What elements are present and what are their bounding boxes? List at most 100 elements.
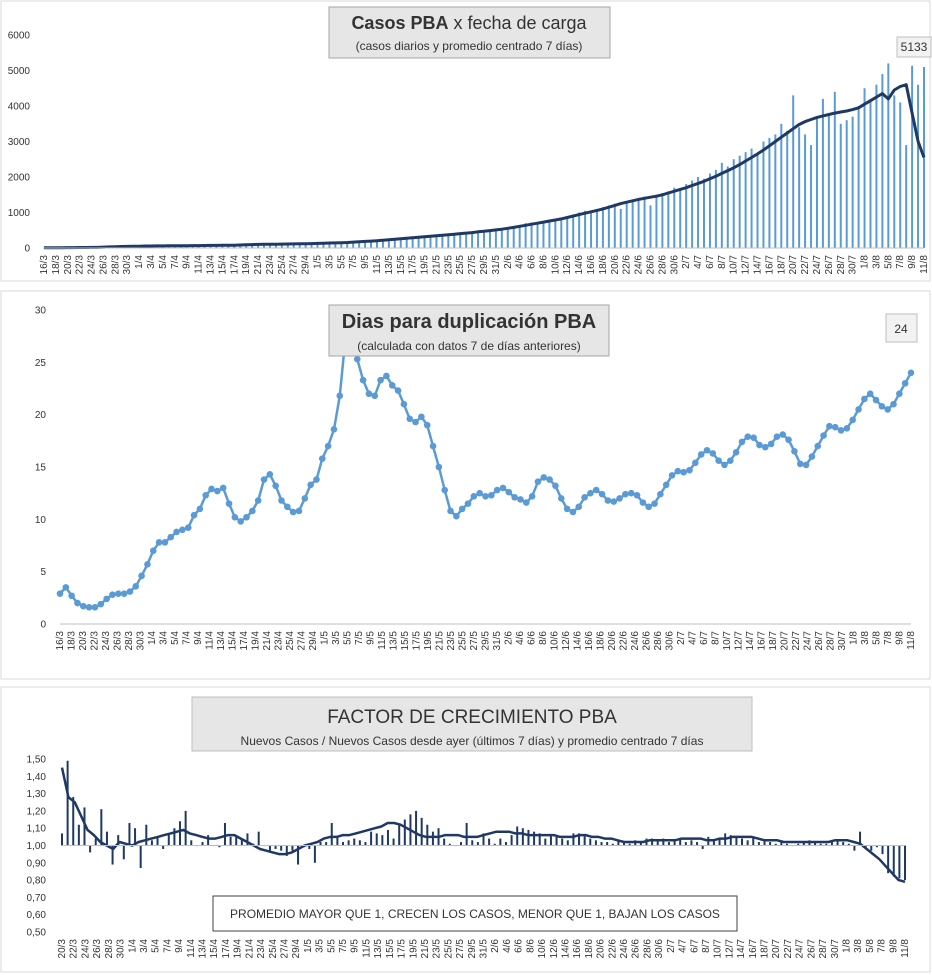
chart2-xtick-label: 1/8 bbox=[849, 631, 860, 645]
chart3-bar bbox=[763, 840, 766, 846]
chart1-xtick-label: 26/6 bbox=[645, 255, 656, 275]
chart2-point bbox=[470, 493, 478, 500]
chart2-xtick-label: 16/7 bbox=[757, 631, 768, 651]
chart3-bar bbox=[94, 838, 97, 846]
chart2-point bbox=[74, 599, 81, 607]
chart3-ytick-label: 0,80 bbox=[27, 876, 47, 887]
chart3-bar bbox=[223, 823, 226, 846]
chart2-point bbox=[56, 590, 64, 597]
chart1-bar bbox=[649, 205, 652, 248]
chart3-xtick-label: 1/8 bbox=[841, 939, 852, 953]
chart1-xtick-label: 29/4 bbox=[301, 255, 312, 275]
chart2-point bbox=[546, 476, 553, 483]
chart3-bar bbox=[201, 842, 204, 846]
chart3-bar bbox=[842, 842, 845, 846]
chart2-xtick-label: 23/4 bbox=[274, 631, 285, 651]
chart1-xtick-label: 15/4 bbox=[217, 255, 228, 275]
chart3-bar bbox=[167, 833, 170, 846]
chart1-ytick-label: 5000 bbox=[8, 66, 31, 77]
chart2-point bbox=[581, 494, 588, 501]
chart1-bar bbox=[477, 231, 480, 248]
chart1-xtick-label: 25/4 bbox=[277, 255, 288, 275]
chart2-point bbox=[406, 415, 414, 423]
chart1-bar bbox=[911, 65, 914, 248]
chart1-bar bbox=[619, 208, 622, 248]
chart3-bar bbox=[797, 843, 800, 846]
chart2-point bbox=[604, 497, 612, 504]
chart2-point bbox=[266, 471, 274, 478]
chart2-point bbox=[418, 413, 425, 421]
chart2-point bbox=[907, 369, 915, 377]
chart3-xtick-label: 20/3 bbox=[57, 939, 68, 959]
chart1-bar bbox=[494, 229, 497, 248]
chart2-xtick-label: 9/5 bbox=[366, 631, 377, 645]
chart3-xtick-label: 11/8 bbox=[900, 939, 911, 958]
chart1-bar bbox=[488, 230, 491, 248]
chart1-bar bbox=[720, 162, 723, 248]
chart3-xtick-label: 28/3 bbox=[104, 939, 115, 959]
chart2-point bbox=[464, 500, 472, 507]
chart1-xtick-label: 30/6 bbox=[669, 255, 680, 275]
chart1-bar bbox=[304, 243, 307, 248]
chart1-bar bbox=[286, 243, 289, 248]
chart3-xtick-label: 15/4 bbox=[209, 939, 220, 959]
chart1-bar bbox=[465, 234, 468, 248]
chart1-bar bbox=[613, 203, 616, 248]
chart1-xtick-label: 18/7 bbox=[776, 255, 787, 275]
chart2-xtick-label: 13/4 bbox=[216, 631, 227, 651]
chart3-bar bbox=[690, 840, 693, 846]
chart1-xtick-label: 5/8 bbox=[883, 255, 894, 269]
chart1-bar bbox=[263, 245, 265, 248]
chart1-bar bbox=[411, 237, 414, 248]
chart1-bar bbox=[786, 130, 789, 248]
chart2-point bbox=[843, 424, 851, 432]
chart1-bar bbox=[500, 228, 503, 248]
chart1-bar bbox=[364, 241, 367, 248]
chart3-bar bbox=[240, 838, 243, 846]
chart1-bar bbox=[726, 166, 729, 248]
chart1-bar bbox=[441, 236, 444, 248]
chart2-point bbox=[598, 490, 606, 498]
chart2-point bbox=[476, 489, 483, 497]
chart1-xtick-label: 9/5 bbox=[360, 255, 371, 269]
chart1-bar bbox=[370, 241, 373, 248]
chart3-bar bbox=[392, 838, 395, 846]
chart3-bar bbox=[639, 842, 642, 846]
chart3-bar bbox=[825, 843, 828, 846]
chart1-bar bbox=[429, 235, 432, 248]
chart2-title: Dias para duplicación PBA bbox=[342, 311, 597, 333]
chart1-bar bbox=[821, 98, 824, 249]
chart3-xtick-label: 4/7 bbox=[678, 939, 689, 953]
chart2-point bbox=[505, 488, 513, 496]
chart2-point bbox=[610, 498, 618, 505]
chart1-xtick-label: 11/4 bbox=[194, 255, 205, 274]
chart2-point bbox=[184, 524, 192, 532]
chart3-ytick-label: 0,70 bbox=[27, 893, 47, 904]
chart2-ytick-label: 5 bbox=[40, 567, 46, 578]
chart3-bar bbox=[617, 840, 620, 846]
chart3-bar bbox=[729, 835, 732, 846]
chart3-bar bbox=[83, 807, 86, 846]
chart1-bar bbox=[887, 63, 890, 249]
chart3-note-box: PROMEDIO MAYOR QUE 1, CRECEN LOS CASOS, … bbox=[212, 895, 738, 932]
chart2-xtick-label: 30/6 bbox=[665, 631, 676, 651]
chart3-bar bbox=[364, 842, 367, 846]
chart3-bar bbox=[207, 835, 210, 846]
chart2-title-box: Dias para duplicación PBA (calculada con… bbox=[328, 304, 610, 357]
chart1-bar bbox=[851, 116, 854, 249]
chart1-xtick-label: 23/5 bbox=[443, 255, 454, 275]
chart1-xtick-label: 1/8 bbox=[860, 255, 871, 269]
chart3-bar bbox=[342, 842, 344, 846]
chart3-xtick-label: 13/5 bbox=[373, 939, 384, 959]
chart2-point bbox=[202, 491, 210, 499]
chart3-xtick-label: 19/4 bbox=[233, 939, 244, 959]
chart1-bar bbox=[471, 232, 474, 248]
chart3-xtick-label: 17/4 bbox=[221, 939, 232, 959]
chart2-point bbox=[855, 406, 862, 413]
chart1-xtick-label: 7/5 bbox=[348, 255, 359, 269]
chart2-xtick-label: 18/6 bbox=[596, 631, 607, 651]
chart2-point bbox=[85, 603, 93, 611]
chart2-point bbox=[307, 481, 314, 489]
chart3-bar bbox=[291, 845, 294, 851]
chart2-xtick-label: 30/3 bbox=[136, 631, 147, 651]
